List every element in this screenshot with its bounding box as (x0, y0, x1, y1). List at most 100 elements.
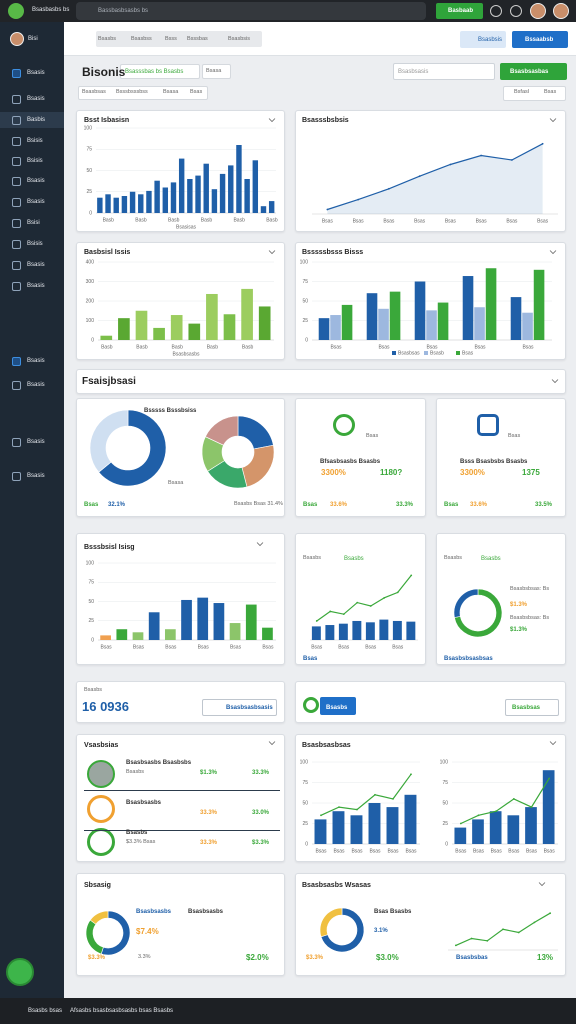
button[interactable] (202, 699, 277, 716)
item-value: 33.0% (252, 810, 270, 816)
filter: Bsasbsas (82, 89, 106, 95)
filter: Bsas (190, 89, 203, 95)
sidebar-icon[interactable] (12, 116, 21, 125)
legend: Bsasa (168, 480, 184, 486)
sidebar-icon[interactable] (12, 472, 21, 481)
options[interactable] (503, 86, 566, 101)
button[interactable] (512, 31, 568, 48)
tab-label[interactable]: Bsasbs (344, 556, 364, 562)
sidebar-item[interactable]: Bsisis (27, 158, 43, 164)
chart-title: Basbsisl Issis (84, 249, 131, 256)
tab-label[interactable]: Bsasbs (303, 555, 322, 561)
sidebar-icon[interactable] (12, 157, 21, 166)
sidebar-icon[interactable] (12, 198, 21, 207)
sidebar-item[interactable]: Bsasis (27, 70, 45, 76)
footer: $2.0% (246, 953, 269, 962)
button-label: Basbaab (448, 8, 474, 14)
tab[interactable] (202, 64, 231, 79)
icon[interactable] (510, 5, 522, 17)
button[interactable] (500, 63, 567, 80)
card (295, 398, 426, 517)
sidebar-item[interactable]: Bsasis (27, 96, 45, 102)
search-box[interactable] (76, 2, 426, 20)
sidebar-icon[interactable] (12, 261, 21, 270)
footer-bar (0, 998, 576, 1024)
avatar[interactable] (530, 3, 546, 19)
footer: 32.1% (108, 502, 126, 508)
fab[interactable] (6, 958, 34, 986)
sidebar-icon[interactable] (12, 282, 21, 291)
stat-title: Bfsasbsasbs Bsasbs (320, 459, 381, 465)
sidebar-icon[interactable] (12, 357, 21, 366)
sidebar-item[interactable]: Bsasis (27, 283, 45, 289)
sidebar-icon[interactable] (12, 69, 21, 78)
sidebar-item[interactable]: Bsasis (27, 358, 45, 364)
sidebar-item[interactable]: Bsasis (27, 382, 45, 388)
button[interactable] (460, 31, 506, 48)
legend: Bsasbsbsas: Bs (510, 586, 550, 592)
stat-value: 1180? (380, 468, 403, 477)
avatar[interactable] (553, 3, 569, 19)
button-label[interactable]: Bsasbs (326, 705, 348, 711)
sidebar-item[interactable]: Bsasis (27, 439, 45, 445)
nav-tab: Bsssbas (187, 36, 208, 42)
button[interactable] (436, 3, 483, 19)
item-value: 33.3% (200, 840, 218, 846)
link[interactable]: Bsasbsas (512, 705, 541, 711)
nav-tab: Bsasbss (131, 36, 152, 42)
legend: Bsasbsbsas: Bs (510, 615, 550, 621)
icon[interactable] (490, 5, 502, 17)
tab[interactable] (120, 64, 200, 79)
divider (84, 830, 280, 831)
sidebar-item[interactable]: Bsisis (27, 138, 43, 144)
sidebar (0, 22, 64, 998)
stat-value: 3300% (460, 468, 485, 477)
filter-group[interactable] (78, 86, 208, 100)
card (76, 533, 285, 665)
sidebar-item[interactable]: Bsasis (27, 262, 45, 268)
sidebar-item[interactable]: Basbis (27, 117, 46, 123)
icon (333, 414, 355, 436)
footer: 33.6% (470, 502, 488, 508)
sidebar-icon[interactable] (12, 219, 21, 228)
avatar[interactable] (10, 32, 24, 46)
card (76, 242, 285, 360)
button[interactable] (505, 699, 559, 716)
legend: $1.3% (510, 602, 528, 608)
footer: Bsasbsbsasbsas (444, 656, 493, 662)
sidebar-item[interactable]: Bsasis (27, 178, 45, 184)
chart-title: Bsssbsisl Isisg (84, 544, 135, 551)
item-value: 33.3% (252, 770, 270, 776)
button-label[interactable]: Bsasbsasbsasis (226, 705, 273, 711)
sidebar-item[interactable]: Bsisis (27, 241, 43, 247)
sidebar-icon[interactable] (12, 438, 21, 447)
card (295, 533, 426, 665)
sidebar-icon[interactable] (12, 137, 21, 146)
item-title: Bsasbs (126, 830, 148, 836)
sidebar-item[interactable]: Bsisi (27, 220, 40, 226)
button[interactable] (320, 697, 356, 715)
footer: $3.0% (376, 953, 399, 962)
sidebar-icon[interactable] (12, 95, 21, 104)
option: Bsfasl (514, 89, 529, 95)
sidebar-item[interactable]: Bsasis (27, 473, 45, 479)
label: Bsas (366, 433, 379, 439)
icon (87, 795, 115, 823)
search-input[interactable] (393, 63, 495, 80)
chart-title: Bsssss Bsssbsiss (144, 408, 197, 414)
card-title: Bsasbsasbsas (302, 742, 351, 749)
sidebar-icon[interactable] (12, 381, 21, 390)
value: $7.4% (136, 927, 159, 936)
sidebar-item[interactable]: Bsasis (27, 199, 45, 205)
nav-tab: Bsss (165, 36, 177, 42)
sidebar-icon[interactable] (12, 240, 21, 249)
icon (303, 697, 319, 713)
sidebar-icon[interactable] (12, 177, 21, 186)
item-sub: Bsasbs (126, 769, 145, 775)
user-name: Bisi (28, 36, 38, 42)
tab-label[interactable]: Bsasbs (444, 555, 463, 561)
logo[interactable] (8, 3, 24, 19)
legend: 3.1% (374, 928, 388, 934)
tab-label[interactable]: Bsasbs (481, 556, 501, 562)
nav-tab: Bsasbsis (228, 36, 251, 42)
